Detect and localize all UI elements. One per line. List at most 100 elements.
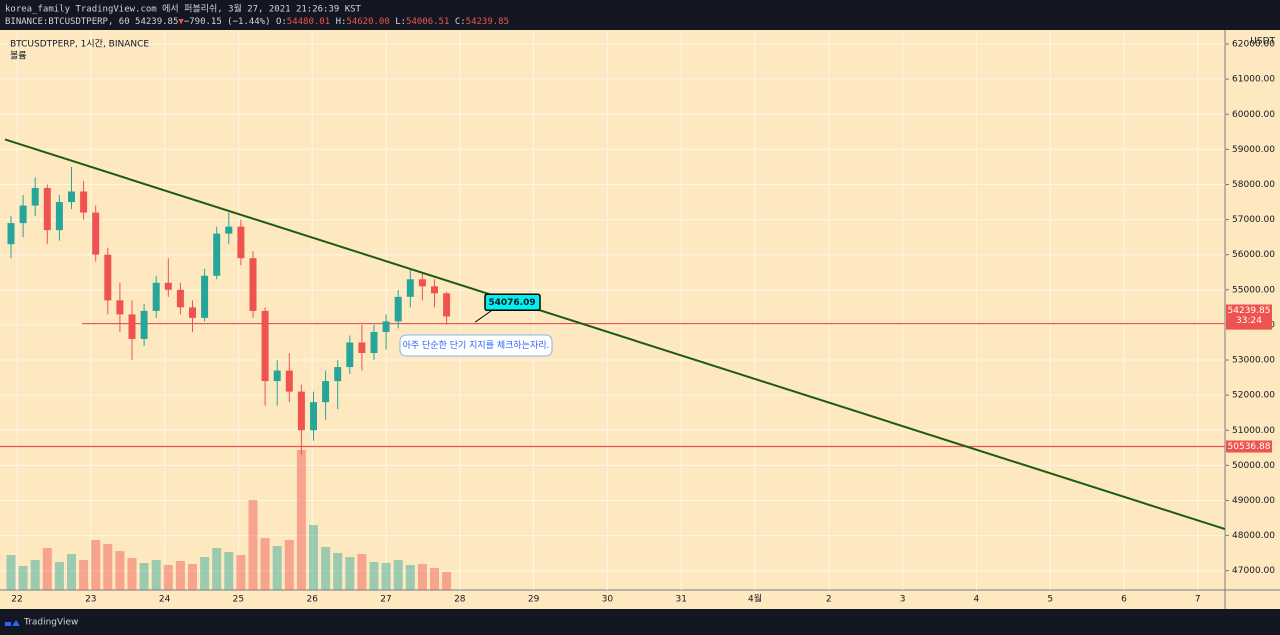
y-tick-label: 58000.00 [1232, 180, 1275, 190]
volume-bar [442, 572, 452, 590]
candle-body [68, 191, 75, 203]
y-tick-label: 60000.00 [1232, 110, 1275, 120]
y-tick-label: 51000.00 [1232, 426, 1275, 436]
volume-bar [381, 563, 391, 590]
h-value: 54620.00 [346, 17, 389, 27]
candle-body [213, 233, 221, 276]
volume-bar [369, 562, 379, 590]
y-tick-label: 49000.00 [1232, 496, 1275, 506]
candle-body [249, 258, 257, 311]
candle-body [189, 307, 196, 318]
volume-bar [18, 566, 28, 590]
y-tick-label: 50000.00 [1232, 461, 1275, 471]
candle-body [104, 254, 112, 301]
volume-bar [345, 557, 355, 590]
price-label-box [1226, 440, 1272, 453]
volume-bar [417, 564, 427, 590]
candle-body [92, 212, 100, 255]
volume-bar [212, 548, 222, 590]
y-tick-label: 53000.00 [1232, 356, 1275, 366]
x-tick-label: 2 [826, 595, 832, 605]
candle-body [358, 342, 366, 354]
annotation-box [484, 293, 541, 312]
l-value: 54006.51 [406, 17, 449, 27]
candle-body [285, 370, 293, 392]
candle-body [322, 381, 330, 403]
candle-body [346, 342, 354, 368]
volume-bar [151, 560, 161, 590]
volume-bar [309, 525, 318, 590]
o-key: O: [276, 17, 287, 27]
volume-bar [248, 500, 258, 590]
candle-body [297, 391, 305, 431]
volume-bar [42, 548, 52, 590]
x-tick-label: 6 [1121, 595, 1127, 605]
c-key: C: [455, 17, 466, 27]
last-price-label: 54239.85 [1228, 306, 1271, 316]
x-tick-label: 27 [380, 595, 391, 605]
symbol: BINANCE:BTCUSDTPERP, 60 [5, 17, 130, 27]
volume-bar [30, 560, 40, 590]
candle-body [418, 279, 426, 287]
candle-body [406, 279, 414, 297]
candle-body [176, 289, 184, 308]
candle-body [443, 293, 451, 317]
volume-bar [127, 558, 137, 590]
quote-line: BINANCE:BTCUSDTPERP, 60 54239.85▼−790.15… [5, 17, 509, 27]
volume-bar [405, 565, 415, 590]
candle-body [261, 310, 269, 382]
candle-body [370, 331, 378, 354]
volume-bar [224, 552, 234, 590]
y-tick-label: 57000.00 [1232, 215, 1275, 225]
candle-body [225, 226, 233, 234]
candle-body [140, 310, 148, 339]
y-tick-label: 56000.00 [1232, 250, 1275, 260]
legend-volume: 볼륨 [10, 51, 27, 62]
volume-bar [175, 561, 185, 590]
logo-icon [5, 620, 20, 626]
y-tick-label: 55000.00 [1232, 285, 1275, 295]
price: 54239.85 [135, 17, 178, 27]
volume-bar [54, 562, 64, 590]
annotation-label: 54076.09 [488, 298, 535, 308]
x-tick-label: 3 [900, 595, 906, 605]
volume-bar [91, 540, 101, 590]
y-tick-label: 59000.00 [1232, 145, 1275, 155]
x-tick-label: 29 [528, 595, 540, 605]
candle-body [310, 402, 317, 431]
candle-body [394, 296, 402, 322]
volume-bar [272, 546, 282, 590]
candle-body [7, 223, 15, 245]
volume-bar [188, 564, 197, 590]
volume-bar [236, 555, 246, 590]
volume-bar [163, 565, 173, 590]
candle-body [164, 282, 172, 290]
candle-body [201, 275, 209, 318]
volume-bar [333, 553, 343, 590]
l-key: L: [395, 17, 406, 27]
x-tick-label: 30 [602, 595, 614, 605]
candle-body [334, 367, 342, 382]
volume-bar [67, 554, 76, 590]
y-tick-label: 48000.00 [1232, 531, 1275, 541]
countdown: 33:24 [1236, 316, 1262, 326]
currency: USDT [1250, 37, 1275, 47]
volume-bar [430, 568, 439, 590]
footer-logo: TradingView [5, 618, 78, 628]
y-tick-label: 47000.00 [1232, 566, 1275, 576]
last-price-box [1226, 304, 1272, 328]
volume-bar [296, 450, 306, 590]
h-key: H: [336, 17, 347, 27]
volume-bar [393, 560, 403, 590]
volume-bar [260, 538, 270, 590]
price-label: 50536.88 [1228, 442, 1271, 452]
candle-body [19, 205, 27, 224]
candle-body [128, 314, 136, 339]
x-tick-label: 22 [11, 595, 22, 605]
volume-bar [103, 544, 113, 590]
candle-body [152, 282, 160, 311]
x-tick-label: 7 [1195, 595, 1201, 605]
plot: 54076.09 아주 단순한 단기 지지를 체크하는자리. [0, 138, 1226, 590]
change: −790.15 (−1.44%) [184, 17, 271, 27]
footer-text: TradingView [23, 618, 78, 628]
